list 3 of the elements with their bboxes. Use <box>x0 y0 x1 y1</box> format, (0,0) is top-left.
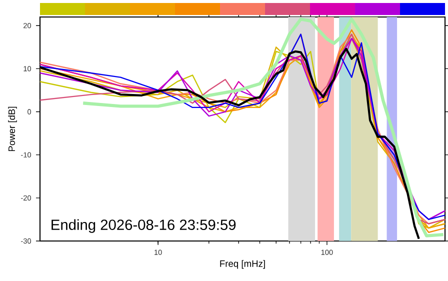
x-axis-title: Freq [mHz] <box>220 260 265 269</box>
y-axis-title: Power [dB] <box>8 106 17 152</box>
annotation: Ending 2026-08-16 23:59:59 <box>52 219 236 233</box>
